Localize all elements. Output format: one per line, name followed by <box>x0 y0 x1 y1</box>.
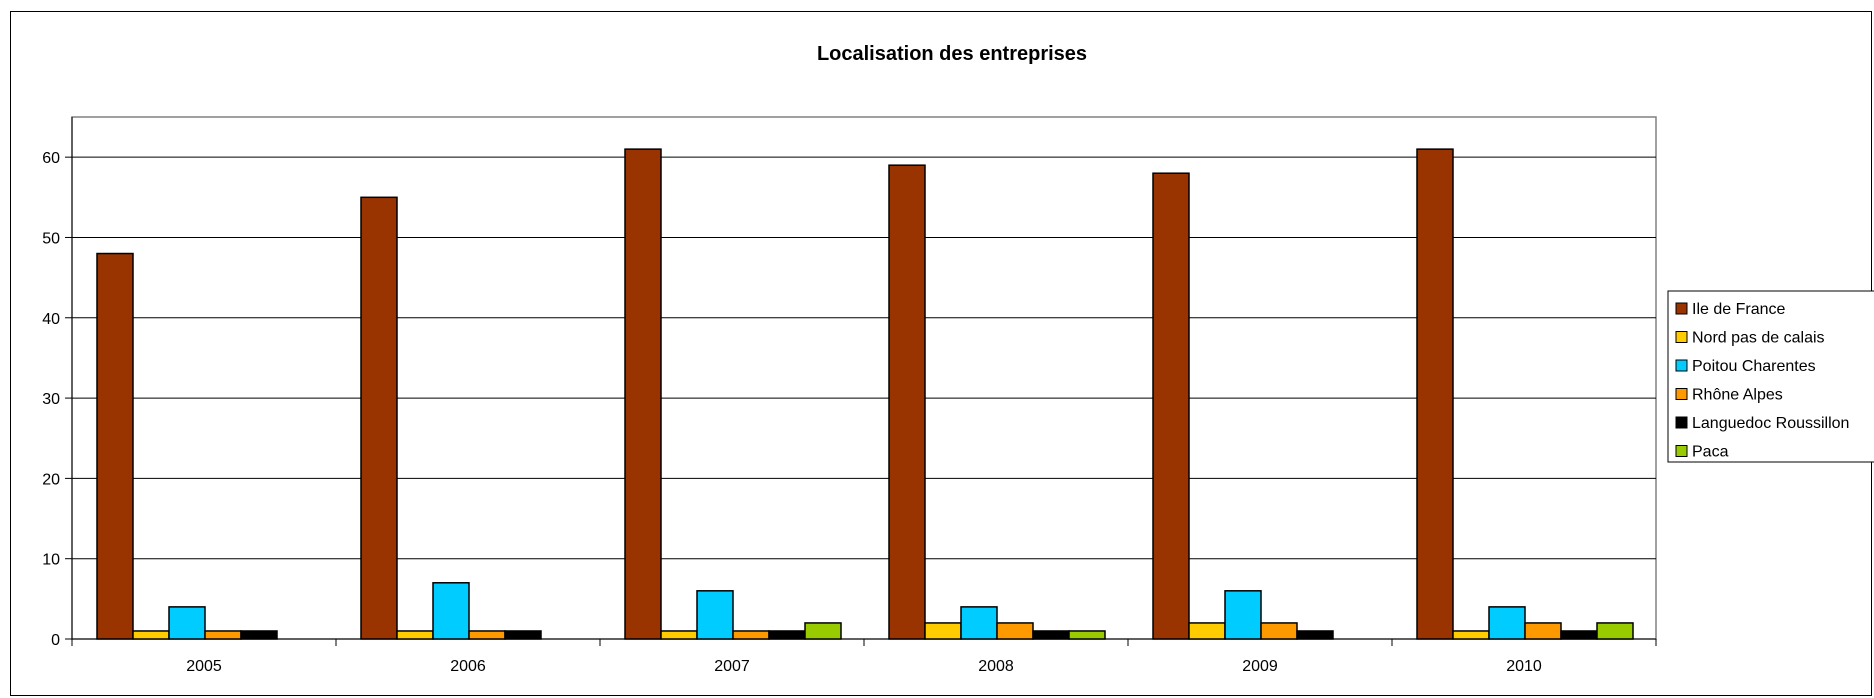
bar-poitou-charentes-2007 <box>696 590 734 640</box>
legend-label: Nord pas de calais <box>1692 330 1825 347</box>
bar-ile-de-france-2006 <box>360 196 398 640</box>
bar-languedoc-roussillon-2010 <box>1560 630 1598 640</box>
bars <box>96 148 1634 640</box>
bar-paca-2008 <box>1068 630 1106 640</box>
bar-poitou-charentes-2010 <box>1488 606 1526 640</box>
y-tick-label: 40 <box>42 311 60 328</box>
legend-label: Poitou Charentes <box>1692 358 1816 375</box>
bar-nord-pas-de-calais-2006 <box>396 630 434 640</box>
legend-label: Paca <box>1692 444 1729 461</box>
bar-languedoc-roussillon-2006 <box>504 630 542 640</box>
legend-swatch <box>1675 388 1688 400</box>
bar-nord-pas-de-calais-2009 <box>1188 622 1226 640</box>
bar-paca-2007 <box>804 622 842 640</box>
bar-poitou-charentes-2005 <box>168 606 206 640</box>
x-tick-label: 2007 <box>714 658 750 675</box>
bar-nord-pas-de-calais-2008 <box>924 622 962 640</box>
y-tick-label: 50 <box>42 230 60 247</box>
legend-swatch <box>1675 331 1688 343</box>
bar-rh-ne-alpes-2010 <box>1524 622 1562 640</box>
bar-languedoc-roussillon-2005 <box>240 630 278 640</box>
x-tick-label: 2005 <box>186 658 222 675</box>
x-tick-label: 2010 <box>1506 658 1542 675</box>
bar-nord-pas-de-calais-2007 <box>660 630 698 640</box>
bar-paca-2010 <box>1596 622 1634 640</box>
bar-poitou-charentes-2008 <box>960 606 998 640</box>
y-tick-label: 60 <box>42 150 60 167</box>
legend-label: Languedoc Roussillon <box>1692 415 1849 432</box>
y-tick-label: 10 <box>42 552 60 569</box>
bar-ile-de-france-2005 <box>96 252 134 640</box>
bar-ile-de-france-2008 <box>888 164 926 640</box>
bar-nord-pas-de-calais-2010 <box>1452 630 1490 640</box>
bar-rh-ne-alpes-2009 <box>1260 622 1298 640</box>
bar-nord-pas-de-calais-2005 <box>132 630 170 640</box>
bar-ile-de-france-2009 <box>1152 172 1190 640</box>
axes: 0 10 20 30 40 50 60 2005 2006 2007 2008 2009 2010 <box>42 117 1657 675</box>
bar-rh-ne-alpes-2008 <box>996 622 1034 640</box>
bar-rh-ne-alpes-2006 <box>468 630 506 640</box>
legend-label: Ile de France <box>1692 301 1785 318</box>
y-tick-label: 0 <box>51 632 60 649</box>
y-tick-label: 20 <box>42 471 60 488</box>
bar-poitou-charentes-2009 <box>1224 590 1262 640</box>
gridlines <box>72 156 1656 560</box>
bar-languedoc-roussillon-2009 <box>1296 630 1334 640</box>
legend: Ile de France Nord pas de calais Poitou Ch… <box>1667 290 1874 463</box>
bar-languedoc-roussillon-2008 <box>1032 630 1070 640</box>
chart-title: Localisation des entreprises <box>817 43 1087 65</box>
legend-swatch <box>1675 445 1688 457</box>
legend-box <box>1667 290 1874 463</box>
bar-languedoc-roussillon-2007 <box>768 630 806 640</box>
plot-area <box>71 116 1657 640</box>
bar-ile-de-france-2007 <box>624 148 662 640</box>
bar-rh-ne-alpes-2007 <box>732 630 770 640</box>
x-tick-label: 2008 <box>978 658 1014 675</box>
bar-rh-ne-alpes-2005 <box>204 630 242 640</box>
x-tick-label: 2006 <box>450 658 486 675</box>
legend-label: Rhône Alpes <box>1692 387 1783 404</box>
x-tick-label: 2009 <box>1242 658 1278 675</box>
y-tick-label: 30 <box>42 391 60 408</box>
bar-poitou-charentes-2006 <box>432 582 470 640</box>
legend-swatch <box>1675 302 1688 315</box>
legend-swatch <box>1675 359 1688 372</box>
legend-swatch <box>1675 416 1688 429</box>
bar-ile-de-france-2010 <box>1416 148 1454 640</box>
